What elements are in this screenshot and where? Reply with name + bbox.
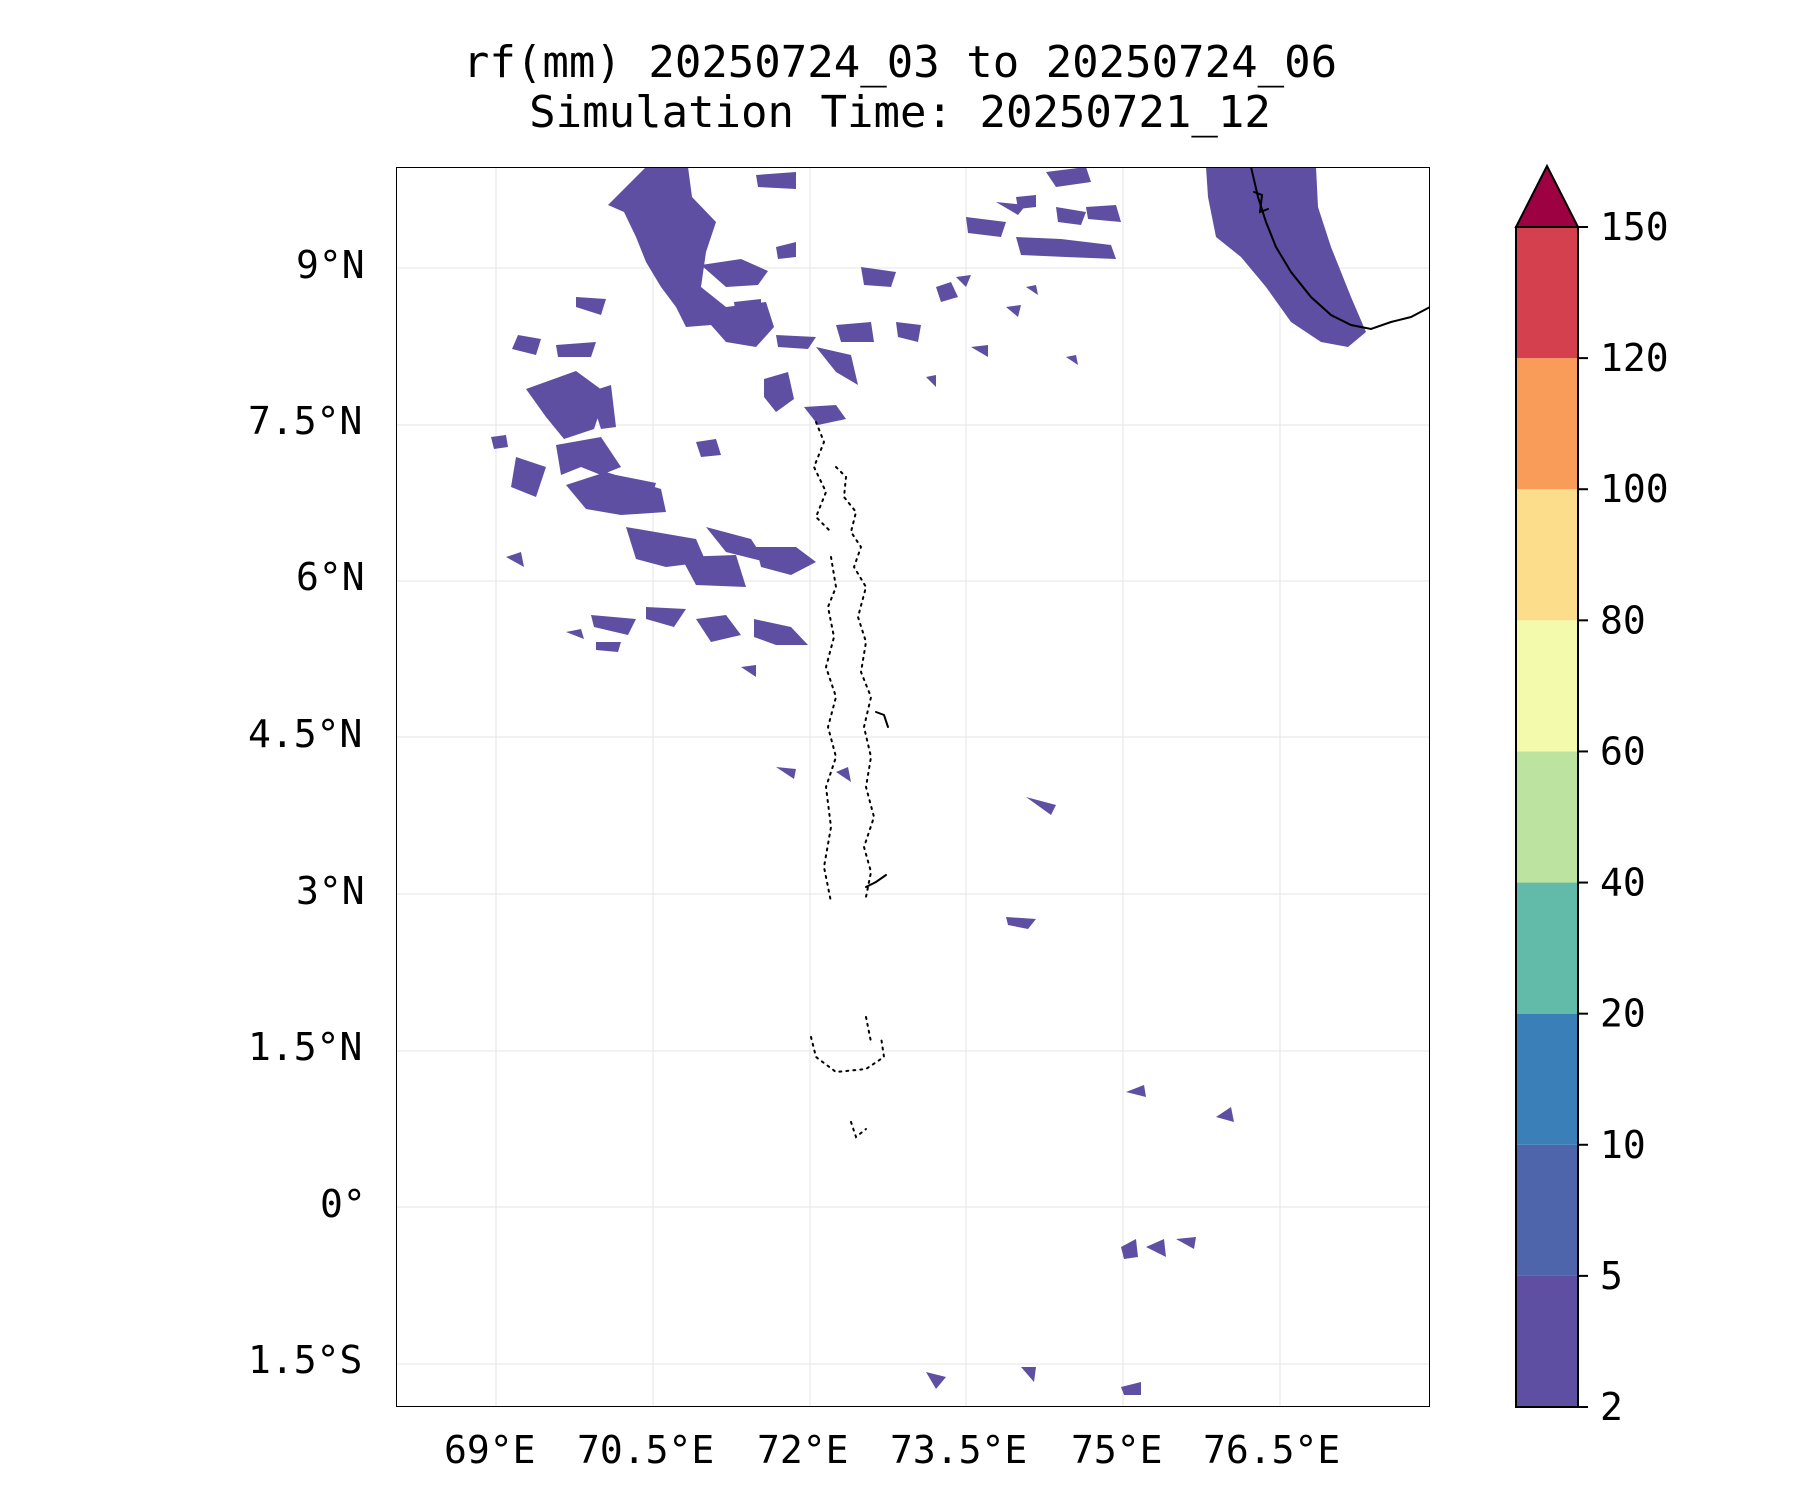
lon-label-76-5e: 76.5°E [1203,1428,1341,1472]
colorbar-tick-label: 20 [1600,992,1646,1036]
lon-label-73-5e: 73.5°E [890,1428,1028,1472]
colorbar-band [1516,227,1578,359]
rain-band-coast [1206,167,1366,347]
map-plot-area [396,167,1430,1407]
lat-label-3n: 3°N [296,869,365,913]
colorbar-extend-triangle [1514,163,1580,228]
colorbar-tick-label: 40 [1600,861,1646,905]
gridlines [396,167,1430,1407]
lon-label-70-5e: 70.5°E [577,1428,715,1472]
colorbar-outline [1515,226,1579,1408]
lat-label-6n: 6°N [296,555,365,599]
lat-label-0: 0° [320,1182,366,1226]
colorbar-bands [1516,227,1578,1407]
lon-label-69e: 69°E [444,1428,536,1472]
colorbar: 2 5 10 20 40 60 80 100 120 150 [1514,163,1669,1420]
lakshadweep-islands [812,421,832,533]
colorbar-band [1516,882,1578,1014]
map-subtitle: Simulation Time: 20250721_12 [529,87,1271,138]
colorbar-tick-label: 5 [1600,1254,1623,1298]
coastlines [810,167,1430,1139]
lat-label-1-5s: 1.5°S [248,1338,363,1382]
lat-label-7-5n: 7.5°N [248,399,363,443]
map-title: rf(mm) 20250724_03 to 20250724_06 [462,37,1338,88]
lon-label-75e: 75°E [1071,1428,1163,1472]
lat-label-4-5n: 4.5°N [248,712,363,756]
colorbar-tick-label: 2 [1600,1385,1623,1420]
colorbar-band [1516,1144,1578,1276]
colorbar-tick-label: 150 [1600,205,1669,249]
colorbar-tick-label: 60 [1600,729,1646,773]
colorbar-ticks: 2 5 10 20 40 60 80 100 120 150 [1578,205,1669,1420]
colorbar-band [1516,489,1578,621]
colorbar-band [1516,1013,1578,1145]
colorbar-band [1516,358,1578,490]
colorbar-band [1516,1275,1578,1407]
colorbar-tick-label: 120 [1600,336,1669,380]
colorbar-band [1516,751,1578,883]
lat-label-9n: 9°N [296,243,365,287]
lat-label-1-5n: 1.5°N [248,1025,363,1069]
rainfall-contours [491,167,1366,1395]
lon-label-72e: 72°E [757,1428,849,1472]
rain-band-north [608,167,774,347]
india-coastline [1250,167,1430,331]
colorbar-tick-label: 100 [1600,467,1669,511]
colorbar-tick-label: 80 [1600,598,1646,642]
colorbar-band [1516,620,1578,752]
colorbar-tick-label: 10 [1600,1123,1646,1167]
